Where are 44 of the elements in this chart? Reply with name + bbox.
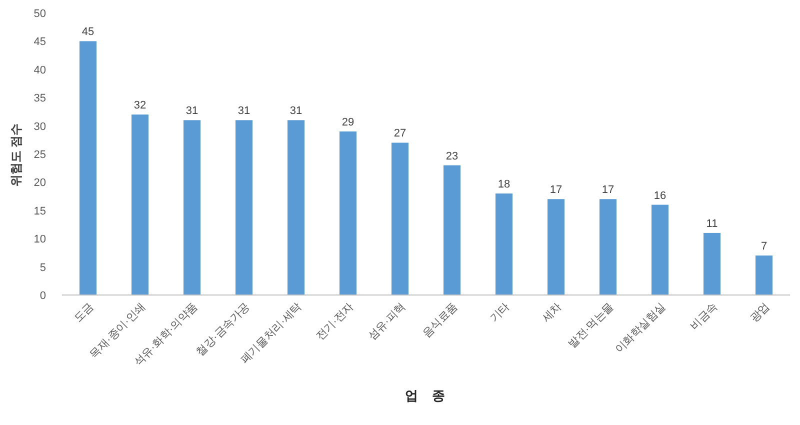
y-tick-label: 40 [34, 64, 46, 76]
bar [652, 204, 668, 295]
x-tick-label: 세차 [540, 300, 564, 325]
y-tick-label: 5 [40, 262, 46, 274]
bar [756, 256, 772, 295]
bar [548, 199, 564, 295]
y-axis-title: 위험도 점수 [9, 123, 23, 187]
y-tick-label: 35 [34, 92, 46, 105]
data-label: 17 [550, 184, 562, 196]
x-tick-label: 기타 [488, 300, 512, 325]
bar [496, 193, 512, 295]
bar [80, 41, 96, 295]
data-label: 16 [654, 190, 666, 202]
bar [444, 165, 460, 295]
y-tick-label: 30 [34, 120, 46, 133]
x-tick-label: 광업 [748, 300, 772, 325]
bar [600, 199, 616, 295]
y-tick-label: 45 [34, 36, 46, 48]
data-label: 27 [394, 128, 406, 140]
y-tick-label: 0 [40, 290, 46, 302]
bar [184, 120, 200, 295]
data-label: 23 [446, 150, 458, 162]
y-tick-label: 10 [34, 234, 46, 246]
y-tick-label: 15 [34, 205, 46, 218]
y-tick-label: 50 [34, 8, 46, 20]
bar [704, 232, 720, 295]
bar [340, 131, 356, 295]
bar [288, 120, 304, 295]
data-label: 29 [342, 116, 354, 128]
bar [132, 114, 148, 295]
y-tick-label: 25 [34, 149, 46, 161]
bar [392, 142, 408, 295]
data-label: 7 [760, 240, 768, 253]
data-label: 17 [602, 184, 614, 196]
bar [236, 120, 252, 295]
data-label: 31 [238, 105, 250, 118]
data-label: 45 [82, 26, 94, 38]
data-label: 31 [290, 105, 302, 118]
data-label: 18 [498, 178, 510, 190]
data-label: 31 [186, 105, 198, 118]
data-label: 11 [706, 218, 718, 230]
y-tick-label: 20 [34, 177, 46, 190]
data-label: 32 [134, 100, 146, 112]
x-axis-title: 업 종 [404, 388, 446, 403]
